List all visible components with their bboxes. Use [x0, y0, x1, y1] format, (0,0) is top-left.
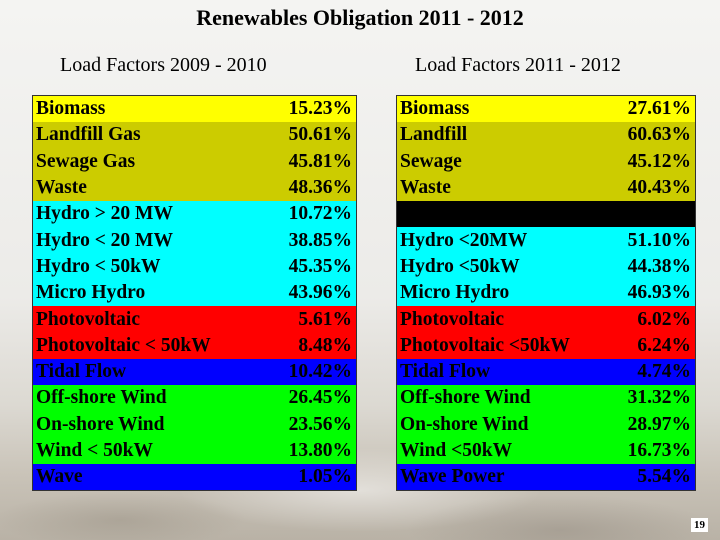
- energy-source-name: Sewage: [400, 150, 462, 172]
- load-factor-value: 60.63%: [627, 124, 691, 146]
- load-factor-value: 44.38%: [627, 255, 691, 277]
- load-factor-value: 28.97%: [627, 413, 691, 435]
- load-factor-value: 4.74%: [637, 361, 691, 383]
- energy-source-name: Wave Power: [400, 466, 505, 488]
- load-factors-2011-2012-table: Biomass 27.61% Landfill 60.63% Sewage 45.12% W…: [396, 95, 696, 492]
- table-row: Waste 48.36%: [32, 174, 357, 202]
- energy-source-name: Waste: [400, 177, 451, 199]
- table-row: On-shore Wind 28.97%: [396, 411, 696, 438]
- energy-source-name: On-shore Wind: [400, 413, 529, 435]
- load-factor-value: 26.45%: [288, 387, 352, 409]
- table-row: Sewage 45.12%: [396, 148, 696, 175]
- energy-source-name: Wind < 50kW: [36, 440, 153, 461]
- energy-source-name: Micro Hydro: [36, 282, 146, 304]
- energy-source-name: Micro Hydro: [400, 282, 510, 304]
- table-row: Wave Power 5.54%: [396, 464, 696, 491]
- load-factor-value: 38.85%: [288, 229, 352, 251]
- energy-source-name: Off-shore Wind: [400, 387, 531, 409]
- table-row: Hydro > 20 MW 10.72%: [32, 201, 357, 228]
- energy-source-name: Photovoltaic: [36, 308, 140, 330]
- table-row: Tidal Flow 10.42%: [32, 358, 357, 386]
- table-row: Landfill 60.63%: [396, 122, 696, 149]
- energy-source-name: Hydro > 20 MW: [36, 203, 173, 225]
- energy-source-name: Tidal Flow: [400, 361, 491, 383]
- background-photo: [0, 370, 720, 540]
- energy-source-name: Sewage Gas: [36, 150, 136, 172]
- energy-source-name: Photovoltaic <50kW: [400, 334, 570, 356]
- energy-source-name: Biomass: [36, 98, 106, 120]
- load-factor-value: 50.61%: [288, 124, 352, 146]
- table-row: Photovoltaic < 50kW 8.48%: [32, 332, 357, 359]
- load-factor-value: 16.73%: [627, 440, 691, 461]
- load-factor-value: 51.10%: [627, 229, 691, 251]
- energy-source-name: Hydro < 50kW: [36, 255, 161, 277]
- load-factor-value: 27.61%: [627, 98, 691, 120]
- energy-source-name: Wave: [36, 466, 83, 488]
- load-factor-value: 10.42%: [288, 361, 352, 383]
- energy-source-name: Photovoltaic < 50kW: [36, 334, 211, 356]
- load-factor-value: 23.56%: [288, 413, 352, 435]
- table-row: Wind < 50kW 13.80%: [32, 437, 357, 465]
- table-row: Sewage Gas 45.81%: [32, 148, 357, 175]
- load-factor-value: 6.24%: [637, 334, 691, 356]
- table-row: Micro Hydro 46.93%: [396, 280, 696, 307]
- energy-source-name: Hydro <20MW: [400, 229, 528, 251]
- load-factor-value: 6.02%: [637, 308, 691, 330]
- table-row: Tidal Flow 4.74%: [396, 358, 696, 386]
- energy-source-name: Landfill: [400, 124, 468, 146]
- table-row: Off-shore Wind 26.45%: [32, 385, 357, 412]
- load-factor-value: 1.45%: [637, 203, 691, 225]
- left-table-heading: Load Factors 2009 - 2010: [60, 54, 267, 76]
- table-row: Photovoltaic 5.61%: [32, 306, 357, 333]
- table-row: Micro Hydro 43.96%: [32, 280, 357, 307]
- load-factor-value: 46.93%: [627, 282, 691, 304]
- load-factor-value: 43.96%: [288, 282, 352, 304]
- energy-source-name: Biomass: [400, 98, 470, 120]
- load-factor-value: 48.36%: [288, 177, 352, 199]
- slide-title: Renewables Obligation 2011 - 2012: [196, 5, 524, 30]
- energy-source-name: Hydro < 20 MW: [36, 229, 173, 251]
- energy-source-name: On-shore Wind: [36, 413, 165, 435]
- load-factor-value: 45.35%: [288, 255, 352, 277]
- table-row: Wind <50kW 16.73%: [396, 437, 696, 465]
- energy-source-name: Waste: [36, 177, 87, 199]
- table-row: Waste 40.43%: [396, 174, 696, 202]
- table-row: Hydro < 20 MW 38.85%: [32, 227, 357, 254]
- load-factor-value: 45.81%: [288, 150, 352, 172]
- table-row: Hydro <20MW 51.10%: [396, 227, 696, 254]
- table-row: Photovoltaic 6.02%: [396, 306, 696, 333]
- load-factor-value: 45.12%: [627, 150, 691, 172]
- table-row: Biomass 27.61%: [396, 95, 696, 123]
- table-row: Landfill Gas 50.61%: [32, 122, 357, 149]
- energy-source-name: Hydro <50kW: [400, 255, 520, 277]
- table-row: Hydro <50kW 44.38%: [396, 253, 696, 281]
- table-row: Wave 1.05%: [32, 464, 357, 491]
- load-factor-value: 13.80%: [288, 440, 352, 461]
- energy-source-name: Co-firing: [400, 203, 477, 225]
- table-row: On-shore Wind 23.56%: [32, 411, 357, 438]
- table-row: Photovoltaic <50kW 6.24%: [396, 332, 696, 359]
- table-row: Off-shore Wind 31.32%: [396, 385, 696, 412]
- energy-source-name: Landfill Gas: [36, 124, 141, 146]
- table-row: Biomass 15.23%: [32, 95, 357, 123]
- load-factor-value: 40.43%: [627, 177, 691, 199]
- page-number: 19: [691, 518, 708, 532]
- load-factor-value: 10.72%: [288, 203, 352, 225]
- load-factor-value: 8.48%: [298, 334, 352, 356]
- load-factor-value: 1.05%: [298, 466, 352, 488]
- right-table-heading: Load Factors 2011 - 2012: [415, 54, 621, 76]
- load-factor-value: 5.61%: [298, 308, 352, 330]
- load-factor-value: 15.23%: [288, 98, 352, 120]
- load-factors-2009-2010-table: Biomass 15.23% Landfill Gas 50.61% Sewage Ga…: [32, 95, 357, 492]
- table-row: Co-firing 1.45%: [396, 201, 696, 228]
- energy-source-name: Tidal Flow: [36, 361, 127, 383]
- table-row: Hydro < 50kW 45.35%: [32, 253, 357, 281]
- load-factor-value: 31.32%: [627, 387, 691, 409]
- energy-source-name: Off-shore Wind: [36, 387, 167, 409]
- energy-source-name: Photovoltaic: [400, 308, 504, 330]
- load-factor-value: 5.54%: [637, 466, 691, 488]
- energy-source-name: Wind <50kW: [400, 440, 513, 461]
